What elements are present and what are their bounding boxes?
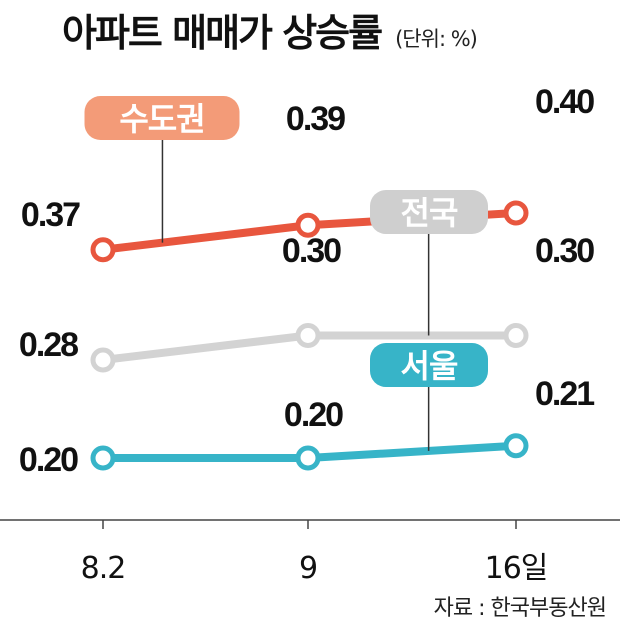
data-label: 0.37 [21, 196, 80, 234]
unit-note: (단위: %) [395, 27, 478, 51]
data-label: 0.30 [535, 232, 594, 270]
x-tick-label: 8.2 [81, 551, 126, 586]
data-point [295, 212, 321, 238]
data-point [295, 445, 321, 471]
series-badge-label: 서울 [401, 347, 458, 385]
x-tick-label: 16일 [485, 551, 548, 586]
data-label: 0.40 [535, 83, 594, 121]
source-note: 자료 : 한국부동산원 [433, 596, 607, 621]
series-badge [84, 96, 240, 140]
data-point [90, 347, 116, 373]
data-point [503, 323, 529, 348]
data-point [90, 445, 116, 471]
data-point [503, 200, 529, 226]
series-badge [370, 343, 488, 387]
series-badge [370, 190, 488, 234]
data-label: 0.21 [535, 375, 594, 413]
data-point [90, 237, 116, 263]
data-label: 0.30 [282, 232, 341, 270]
data-label: 0.28 [19, 326, 78, 364]
data-point [295, 323, 321, 348]
data-label: 0.39 [286, 100, 345, 138]
data-label: 0.20 [19, 441, 78, 479]
series-badge-label: 수도권 [119, 100, 204, 138]
data-point [503, 433, 529, 459]
chart-header: 아파트 매매가 상승률 (단위: %) [62, 2, 478, 55]
chart-title: 아파트 매매가 상승률 [62, 11, 383, 55]
data-label: 0.20 [284, 396, 343, 434]
series-badge-label: 전국 [401, 194, 458, 232]
x-tick-label: 9 [299, 551, 317, 586]
